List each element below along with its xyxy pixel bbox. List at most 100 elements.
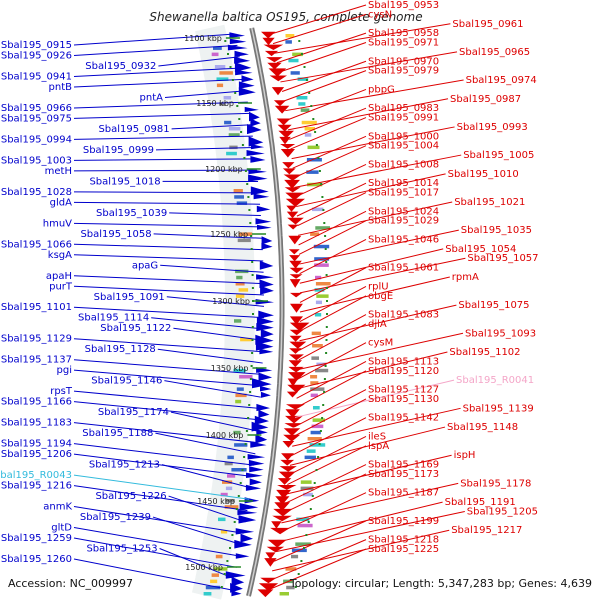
right-gene-label: Sbal195_0970 <box>368 56 439 67</box>
forward-gene-mark <box>256 274 274 280</box>
cog-block-right <box>304 127 315 131</box>
right-gene-label: Sbal195_1187 <box>368 488 439 499</box>
forward-gene-mark <box>241 75 254 83</box>
cog-block-left <box>203 592 212 596</box>
leader-line <box>157 348 263 364</box>
cog-block-right <box>300 480 312 484</box>
left-gene-label: Sbal195_0926 <box>1 50 72 61</box>
cog-block-left <box>233 430 241 435</box>
minor-tick <box>325 274 328 276</box>
leader-line <box>164 90 247 98</box>
minor-tick <box>231 534 234 536</box>
cog-block-right <box>300 108 310 112</box>
leader-line <box>73 390 260 409</box>
cog-block-left <box>223 96 232 100</box>
leader-line <box>168 495 246 523</box>
cog-block-right <box>291 554 299 559</box>
forward-gene-mark <box>259 279 274 289</box>
forward-gene-mark <box>238 515 257 524</box>
left-gene-label: Sbal195_1128 <box>85 344 156 355</box>
left-gene-label: Sbal195_0966 <box>1 103 72 114</box>
leader-line <box>73 201 261 205</box>
leader-line <box>170 411 258 432</box>
cog-block-right <box>285 34 295 38</box>
leader-line <box>281 60 367 92</box>
forward-gene-mark <box>246 472 263 478</box>
right-gene-label: obgE <box>368 291 393 302</box>
reverse-gene-mark <box>265 552 276 560</box>
right-gene-label: Sbal195_1005 <box>463 150 534 161</box>
leader-line <box>155 146 255 151</box>
leader-line <box>297 192 367 227</box>
cog-block-left <box>236 387 244 391</box>
leader-line <box>287 445 367 486</box>
forward-gene-mark <box>238 87 256 96</box>
cog-block-left <box>227 474 236 478</box>
forward-gene-mark <box>256 205 271 213</box>
forward-gene-mark <box>258 372 273 381</box>
backbone-highlight <box>247 27 283 597</box>
forward-gene-mark <box>229 32 245 38</box>
minor-tick <box>224 40 227 42</box>
right-gene-label: Sbal195_0958 <box>368 28 439 39</box>
reverse-gene-mark <box>289 335 302 342</box>
genome-summary: Topology: circular; Length: 5,347,283 bp… <box>289 577 592 590</box>
forward-gene-mark <box>247 124 262 135</box>
minor-tick <box>308 92 311 94</box>
right-gene-label: Sbal195_1191 <box>445 497 516 508</box>
cog-block-right <box>300 486 314 491</box>
right-gene-label: Sbal195_1004 <box>368 141 439 152</box>
forward-gene-mark <box>257 224 272 230</box>
minor-tick <box>243 157 246 159</box>
leader-line <box>73 506 244 534</box>
forward-gene-mark <box>246 150 265 156</box>
reverse-gene-mark <box>290 303 303 313</box>
cog-block-right <box>315 275 322 280</box>
reverse-gene-mark <box>264 50 279 57</box>
cog-block-left <box>211 573 219 577</box>
cog-block-left <box>238 288 249 292</box>
left-gene-label: Sbal195_1091 <box>94 292 165 303</box>
right-gene-label: Sbal195_1093 <box>465 328 536 339</box>
leader-line <box>289 426 446 466</box>
reverse-gene-mark <box>284 187 301 193</box>
right-gene-label: Sbal195_1127 <box>368 385 439 396</box>
reverse-gene-mark <box>264 558 277 567</box>
leader-line <box>296 173 446 208</box>
cog-block-right <box>307 182 323 187</box>
cog-block-left <box>213 567 228 571</box>
cog-block-right <box>310 375 318 379</box>
reverse-gene-mark <box>279 466 297 472</box>
reverse-gene-mark <box>271 521 282 529</box>
cog-block-right <box>285 567 297 571</box>
forward-gene-mark <box>250 156 266 163</box>
left-gene-label: gltD <box>51 523 72 534</box>
minor-tick <box>315 469 318 471</box>
forward-gene-mark <box>244 106 259 112</box>
reverse-gene-mark <box>280 459 295 466</box>
minor-tick <box>227 53 229 55</box>
leader-line <box>73 369 262 387</box>
right-gene-label: Sbal195_0965 <box>459 47 530 58</box>
left-gene-label: Sbal195_1206 <box>1 449 72 460</box>
leader-line <box>299 295 367 332</box>
leader-line <box>73 527 240 557</box>
reverse-gene-mark <box>275 496 290 505</box>
right-gene-label: Sbal195_1120 <box>368 366 439 377</box>
forward-gene-mark <box>261 236 273 245</box>
forward-gene-mark <box>249 478 262 486</box>
reverse-gene-mark <box>287 378 299 387</box>
leader-line <box>292 407 461 447</box>
forward-gene-mark <box>255 434 268 444</box>
leader-line <box>171 124 252 130</box>
right-gene-label: Sbal195_1142 <box>368 413 439 424</box>
minor-tick <box>223 573 226 575</box>
forward-gene-mark <box>256 316 274 326</box>
cog-block-right <box>307 437 322 441</box>
cog-block-right <box>279 592 289 596</box>
right-gene-label: cysN <box>368 9 392 20</box>
left-gene-label: Sbal195_1039 <box>96 208 167 219</box>
leader-line <box>299 304 457 342</box>
left-gene-label: Sbal195_1259 <box>1 533 72 544</box>
cog-block-right <box>313 406 320 410</box>
